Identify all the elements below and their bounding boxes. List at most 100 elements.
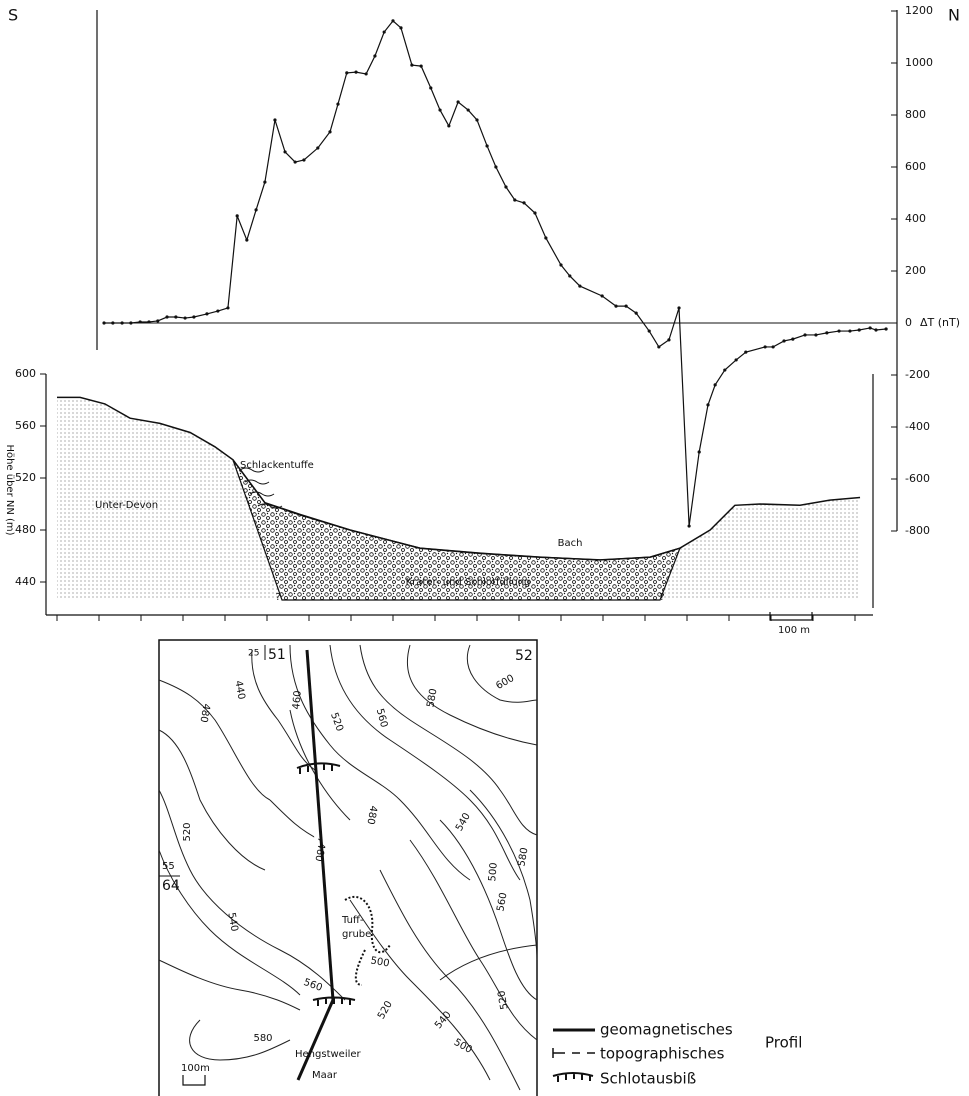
y-tick-label: 520 <box>15 471 36 484</box>
delta-t-point <box>837 329 841 333</box>
delta-t-point <box>771 345 775 349</box>
delta-t-point <box>578 284 582 288</box>
y-tick-label: -400 <box>905 420 930 433</box>
contour-label: 560 <box>302 977 324 994</box>
legend-label: Schlotausbiß <box>600 1070 696 1088</box>
contour-label: 520 <box>182 822 193 841</box>
delta-t-point <box>345 71 349 75</box>
delta-t-point <box>138 320 142 324</box>
y-tick-label: 440 <box>15 575 36 588</box>
contour-label: 500 <box>452 1037 474 1056</box>
delta-t-point <box>803 333 807 337</box>
delta-t-point <box>302 158 306 162</box>
contour-label: 540 <box>454 811 473 833</box>
y-tick-label: 800 <box>905 108 926 121</box>
left-label: S <box>8 6 18 25</box>
contour-label: 560 <box>374 707 390 728</box>
contour-label: 480 <box>364 805 378 826</box>
contour-label: 540 <box>433 1009 454 1031</box>
section: Schlackentuffe Unter-Devon Bach Krater- und… <box>57 396 861 636</box>
delta-t-point <box>884 327 888 331</box>
contour-label: 580 <box>425 688 439 709</box>
delta-t-point <box>226 306 230 310</box>
delta-t-point <box>456 100 460 104</box>
delta-t-point <box>174 315 178 319</box>
annotation: Krater- und Schlotfüllung <box>406 577 531 588</box>
delta-t-point <box>677 306 681 310</box>
delta-t-point <box>354 70 358 74</box>
legend-group: Profil <box>765 1034 802 1052</box>
map: 25 51 52 55 64 440 460 480 520 560 580 600 480 460 540… <box>158 639 802 1096</box>
map-scale-label: 100m <box>181 1063 210 1074</box>
contour-label: 520 <box>376 999 395 1021</box>
delta-t-point <box>791 337 795 341</box>
delta-t-point <box>814 333 818 337</box>
annotation: ? <box>659 592 664 603</box>
delta-t-point <box>245 238 249 242</box>
place-label: Tuff- <box>341 915 364 926</box>
contour-label: 520 <box>328 711 345 733</box>
delta-t-point <box>111 321 115 325</box>
vent-outcrop <box>312 996 356 1006</box>
delta-t-point <box>399 26 403 30</box>
delta-t-line <box>104 20 887 527</box>
map-scale <box>182 1075 206 1086</box>
y-tick-label: 400 <box>905 212 926 225</box>
contour-label: 440 <box>232 680 246 701</box>
grid-label: 52 <box>515 648 533 664</box>
delta-t-point <box>697 450 701 454</box>
contour-label: 500 <box>487 862 500 882</box>
y-tick-label: 200 <box>905 264 926 277</box>
annotation: Schlackentuffe <box>240 460 314 471</box>
y-axis-label: ΔT (nT) <box>920 316 960 329</box>
delta-t-point <box>559 263 563 267</box>
delta-t-point <box>657 345 661 349</box>
delta-t-point <box>205 312 209 316</box>
delta-t-point <box>647 329 651 333</box>
scale-label: 100 m <box>778 625 810 636</box>
delta-t-point <box>706 403 710 407</box>
delta-t-point <box>102 321 106 325</box>
scoria-tuff <box>239 467 283 509</box>
contour-label: 580 <box>516 847 530 868</box>
delta-t-point <box>614 304 618 308</box>
annotation: Unter-Devon <box>95 500 158 511</box>
map-frame <box>158 639 538 1096</box>
place-label: Maar <box>312 1070 338 1081</box>
delta-t-point <box>504 185 508 189</box>
contour-label: 460 <box>312 842 326 863</box>
delta-t-point <box>782 339 786 343</box>
scale-bar <box>769 612 813 621</box>
delta-t-point <box>513 198 517 202</box>
legend-symbol <box>552 1048 595 1058</box>
delta-t-point <box>475 118 479 122</box>
legend-symbol <box>552 1072 594 1082</box>
delta-t-point <box>848 329 852 333</box>
legend-label: geomagnetisches <box>600 1021 733 1039</box>
delta-t-point <box>857 328 861 332</box>
y-axis-label: Höhe über NN (m) <box>4 444 15 535</box>
annotation: Bach <box>558 538 583 549</box>
delta-t-point <box>410 63 414 67</box>
delta-t-point <box>129 321 133 325</box>
grid-label: 55 <box>162 861 175 872</box>
y-tick-label: 480 <box>15 523 36 536</box>
delta-t-point <box>713 383 717 387</box>
contour-label: 520 <box>496 990 510 1011</box>
delta-t-point <box>825 331 829 335</box>
delta-t-point <box>273 118 277 122</box>
delta-t-point <box>734 358 738 362</box>
rock-fill <box>57 397 861 600</box>
delta-t-point <box>120 321 124 325</box>
contour-label: 580 <box>253 1033 272 1044</box>
grid-label: 25 <box>248 649 259 659</box>
delta-t-point <box>235 214 239 218</box>
contour-label: 600 <box>494 673 516 692</box>
geomagnetic-profile <box>305 649 335 1001</box>
delta-t-point <box>293 160 297 164</box>
delta-t-point <box>438 108 442 112</box>
y-tick-label: 600 <box>905 160 926 173</box>
delta-t-point <box>723 368 727 372</box>
delta-t-point <box>183 316 187 320</box>
